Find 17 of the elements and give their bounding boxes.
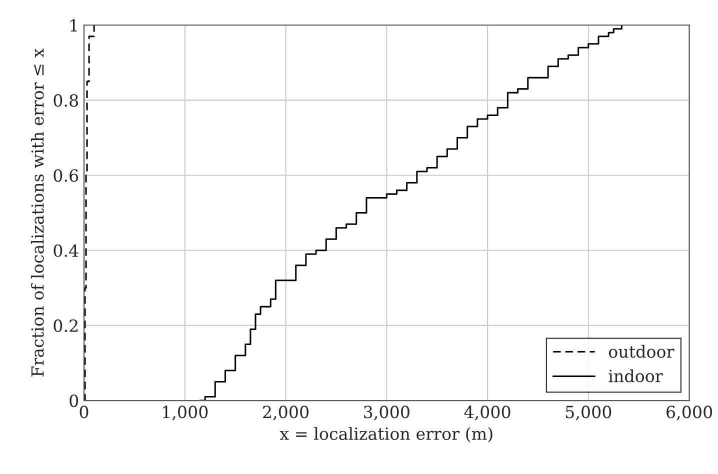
- y-axis-title: Fraction of localizations with error ≤ x: [30, 48, 44, 376]
- y-tick-label: 0.2: [54, 319, 78, 332]
- x-tick-label: 0: [80, 406, 88, 418]
- legend-label: indoor: [608, 369, 663, 382]
- x-tick-label: 3,000: [364, 406, 410, 420]
- x-tick-label: 2,000: [263, 406, 309, 420]
- y-tick-label: 0: [70, 394, 78, 408]
- x-tick-label: 1,000: [163, 406, 208, 420]
- x-tick-label: 5,000: [566, 406, 612, 420]
- x-tick-label: 4,000: [464, 406, 510, 420]
- x-axis-title: x = localization error (m): [280, 427, 492, 442]
- y-tick-label: 1: [70, 19, 77, 32]
- y-tick-label: 0.6: [54, 169, 78, 182]
- x-tick-label: 6,000: [666, 406, 712, 420]
- y-tick-label: 0.8: [54, 94, 78, 107]
- y-tick-label: 0.4: [54, 244, 78, 257]
- legend-label: outdoor: [608, 344, 674, 358]
